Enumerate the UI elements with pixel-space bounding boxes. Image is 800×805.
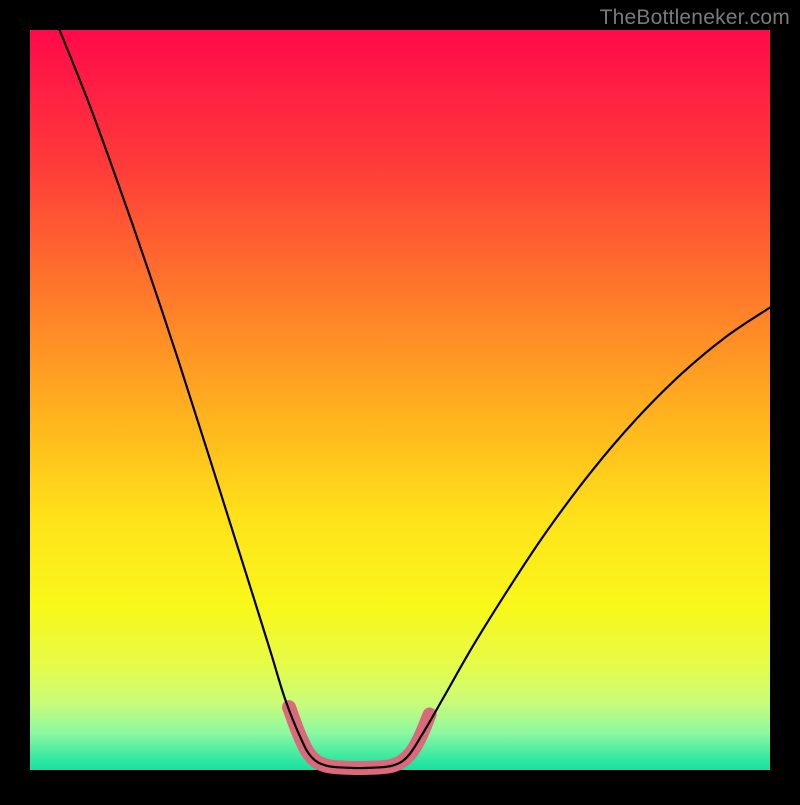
plot-background bbox=[30, 30, 770, 770]
chart-svg bbox=[0, 0, 800, 800]
watermark-text: TheBottleneker.com bbox=[600, 6, 790, 30]
chart-container: TheBottleneker.com bbox=[0, 0, 800, 800]
